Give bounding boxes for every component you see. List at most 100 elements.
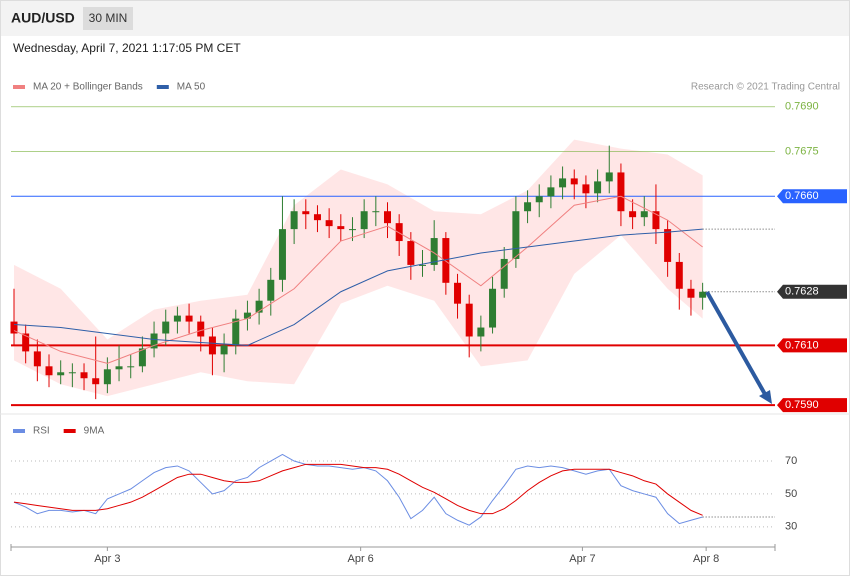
- level-tag: [777, 398, 847, 413]
- candle-body: [243, 312, 251, 319]
- symbol: AUD/USD: [11, 10, 75, 26]
- level-label: 0.7590: [785, 399, 819, 411]
- candle-body: [477, 327, 485, 337]
- candle-body: [220, 345, 228, 355]
- candle-body: [547, 187, 555, 197]
- candle-body: [313, 214, 321, 221]
- level-label: 0.7690: [785, 101, 819, 113]
- candle-body: [80, 372, 88, 379]
- candle-body: [524, 202, 532, 212]
- candle-body: [664, 229, 672, 262]
- candle-body: [68, 372, 76, 374]
- candle-body: [675, 261, 683, 289]
- x-tick-label: Apr 6: [348, 553, 374, 565]
- candle-body: [489, 288, 497, 328]
- forecast-arrow: [705, 291, 768, 397]
- candle-body: [197, 321, 205, 337]
- candle-body: [45, 366, 53, 376]
- candle-body: [208, 336, 216, 355]
- level-tag: [777, 284, 847, 299]
- y-tick-label: 50: [785, 488, 797, 500]
- candle-body: [454, 282, 462, 304]
- level-tag: [777, 338, 847, 353]
- candle-body: [570, 178, 578, 185]
- candle-body: [278, 229, 286, 280]
- level-label: 0.7675: [785, 145, 819, 157]
- candle-body: [629, 211, 637, 218]
- x-tick-label: Apr 7: [569, 553, 595, 565]
- candle-body: [500, 258, 508, 289]
- candle-body: [290, 211, 298, 230]
- candle-body: [10, 321, 18, 334]
- legend-label: RSI: [33, 426, 50, 437]
- candle-body: [419, 264, 427, 266]
- candle-body: [652, 211, 660, 230]
- legend-label: MA 50: [177, 82, 206, 93]
- datetime: Wednesday, April 7, 2021 1:17:05 PM CET: [13, 41, 241, 55]
- y-tick-label: 70: [785, 455, 797, 467]
- candle-body: [535, 196, 543, 203]
- level-tag: [777, 189, 847, 204]
- candle-body: [92, 378, 100, 385]
- candle-body: [687, 288, 695, 298]
- candle-body: [372, 211, 380, 213]
- moving-average: [13, 195, 703, 364]
- x-tick-label: Apr 3: [94, 553, 120, 565]
- credit: Research © 2021 Trading Central: [691, 82, 840, 93]
- legend-swatch: [13, 429, 25, 433]
- candle-body: [57, 372, 65, 376]
- rsi-panel: 30 50 70 Apr 3 Apr 6 Apr 7 Apr 8 RSI 9MA: [10, 426, 797, 565]
- level-label: 0.7610: [785, 339, 819, 351]
- legend-swatch: [156, 85, 169, 89]
- candle-body: [337, 226, 345, 230]
- candle-body: [150, 333, 158, 349]
- candle-body: [22, 333, 30, 352]
- candle-body: [138, 348, 146, 367]
- legend-swatch: [63, 429, 76, 433]
- candle-body: [325, 220, 333, 227]
- candle-body: [430, 238, 438, 265]
- candle-body: [442, 238, 450, 283]
- legend-label: 9MA: [84, 426, 105, 437]
- candle-body: [617, 172, 625, 212]
- candle-body: [348, 229, 356, 231]
- candle-body: [267, 279, 275, 301]
- x-tick-label: Apr 8: [693, 553, 719, 565]
- candle-body: [232, 318, 240, 346]
- candle-body: [594, 181, 602, 194]
- candle-body: [103, 369, 111, 385]
- candle-body: [302, 211, 310, 215]
- header-bar: [1, 1, 849, 36]
- candle-body: [360, 211, 368, 230]
- legend-swatch: [13, 85, 25, 89]
- candle-body: [465, 303, 473, 337]
- interval-box: [83, 7, 133, 30]
- candle-body: [605, 172, 613, 182]
- candle-body: [559, 178, 567, 188]
- price-panel: 0.7690 0.7675 0.7660 0.7628 0.7610 0.7590 MA 2…: [10, 82, 847, 413]
- candle-body: [640, 211, 648, 218]
- candle-body: [699, 291, 707, 298]
- candle-body: [512, 211, 520, 259]
- candle-body: [173, 315, 181, 322]
- candle-body: [115, 366, 123, 370]
- candle-body: [395, 223, 403, 242]
- rsi-line: [13, 453, 703, 526]
- interval: 30 MIN: [89, 11, 128, 25]
- candle-body: [127, 366, 135, 368]
- rsi-line: [13, 463, 703, 516]
- candle-body: [185, 315, 193, 322]
- moving-average: [13, 228, 703, 346]
- candle-body: [255, 300, 263, 313]
- legend-label: MA 20 + Bollinger Bands: [33, 82, 143, 93]
- candle-body: [582, 184, 590, 194]
- level-label: 0.7660: [785, 190, 819, 202]
- y-tick-label: 30: [785, 521, 797, 533]
- candle-body: [162, 321, 170, 334]
- candle-body: [33, 351, 41, 367]
- forecast-arrowhead: [759, 390, 772, 404]
- candle-body: [407, 241, 415, 265]
- candle-body: [383, 211, 391, 224]
- level-label: 0.7628: [785, 286, 819, 298]
